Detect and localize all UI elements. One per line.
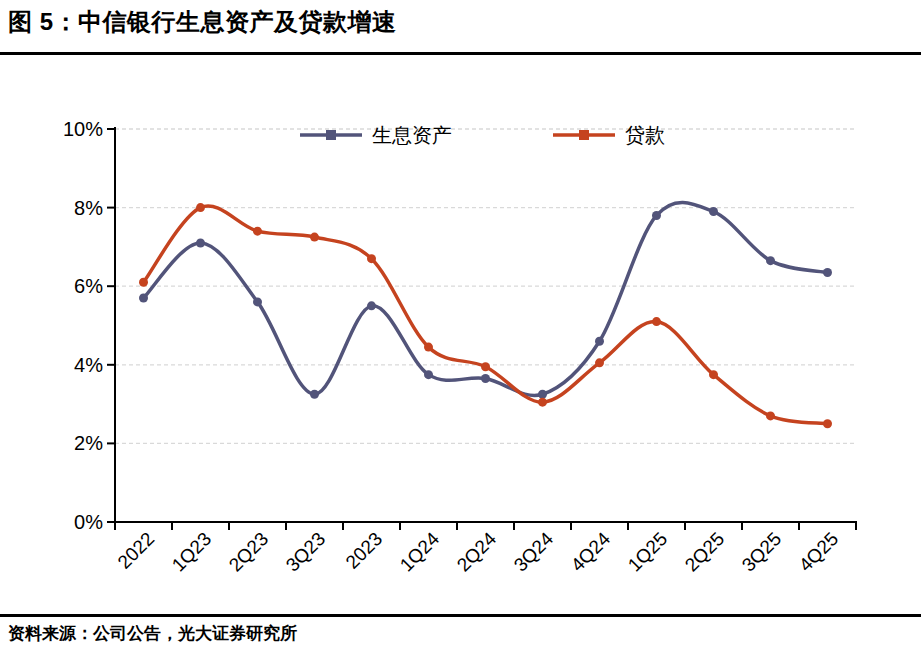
legend-item-0: 生息资产 [300, 124, 452, 146]
data-point-marker-0 [766, 256, 775, 265]
data-point-marker-0 [139, 293, 148, 302]
figure-page: 图 5：中信银行生息资产及贷款增速 0%2%4%6%8%10%20221Q232… [0, 0, 921, 648]
data-point-marker-0 [367, 301, 376, 310]
data-point-marker-1 [823, 419, 832, 428]
data-point-marker-1 [367, 254, 376, 263]
x-tick-label: 1Q25 [624, 528, 672, 576]
y-tick-label: 0% [74, 511, 103, 533]
x-tick-label: 2Q23 [225, 528, 273, 576]
data-point-marker-1 [481, 362, 490, 371]
x-tick-label: 1Q23 [168, 528, 216, 576]
data-point-marker-0 [709, 207, 718, 216]
data-point-marker-1 [139, 278, 148, 287]
data-point-marker-1 [652, 317, 661, 326]
legend-label: 贷款 [625, 124, 665, 146]
data-point-marker-0 [310, 390, 319, 399]
data-point-marker-1 [595, 358, 604, 367]
x-tick-label: 2Q25 [681, 528, 729, 576]
data-point-marker-1 [766, 411, 775, 420]
y-tick-label: 8% [74, 197, 103, 219]
x-tick-label: 4Q25 [795, 528, 843, 576]
growth-line-chart: 0%2%4%6%8%10%20221Q232Q233Q2320231Q242Q2… [0, 58, 921, 610]
legend-label: 生息资产 [372, 124, 452, 146]
x-tick-label: 2023 [342, 528, 387, 573]
y-tick-label: 10% [63, 118, 103, 140]
footer-divider [0, 614, 921, 617]
data-point-marker-1 [424, 343, 433, 352]
source-note: 资料来源：公司公告，光大证券研究所 [8, 622, 297, 645]
data-point-marker-1 [196, 203, 205, 212]
data-point-marker-1 [310, 233, 319, 242]
x-tick-label: 4Q24 [567, 528, 615, 576]
x-tick-label: 3Q24 [510, 528, 558, 576]
data-point-marker-1 [709, 370, 718, 379]
data-point-marker-0 [481, 374, 490, 383]
x-tick-label: 2022 [114, 528, 159, 573]
data-point-marker-1 [538, 398, 547, 407]
x-tick-label: 3Q25 [738, 528, 786, 576]
data-point-marker-0 [823, 268, 832, 277]
legend-item-1: 贷款 [553, 124, 665, 146]
title-divider [0, 52, 921, 55]
x-tick-label: 1Q24 [396, 528, 444, 576]
y-tick-label: 4% [74, 354, 103, 376]
x-tick-label: 3Q23 [282, 528, 330, 576]
data-point-marker-0 [538, 390, 547, 399]
data-point-marker-0 [196, 238, 205, 247]
y-tick-label: 6% [74, 275, 103, 297]
data-point-marker-0 [424, 370, 433, 379]
data-point-marker-1 [253, 227, 262, 236]
legend-square-marker [579, 130, 589, 140]
legend-square-marker [326, 130, 336, 140]
data-point-marker-0 [652, 211, 661, 220]
y-tick-label: 2% [74, 432, 103, 454]
figure-title: 图 5：中信银行生息资产及贷款增速 [8, 6, 397, 38]
data-point-marker-0 [253, 297, 262, 306]
x-tick-label: 2Q24 [453, 528, 501, 576]
series-line-1 [144, 206, 828, 424]
data-point-marker-0 [595, 337, 604, 346]
